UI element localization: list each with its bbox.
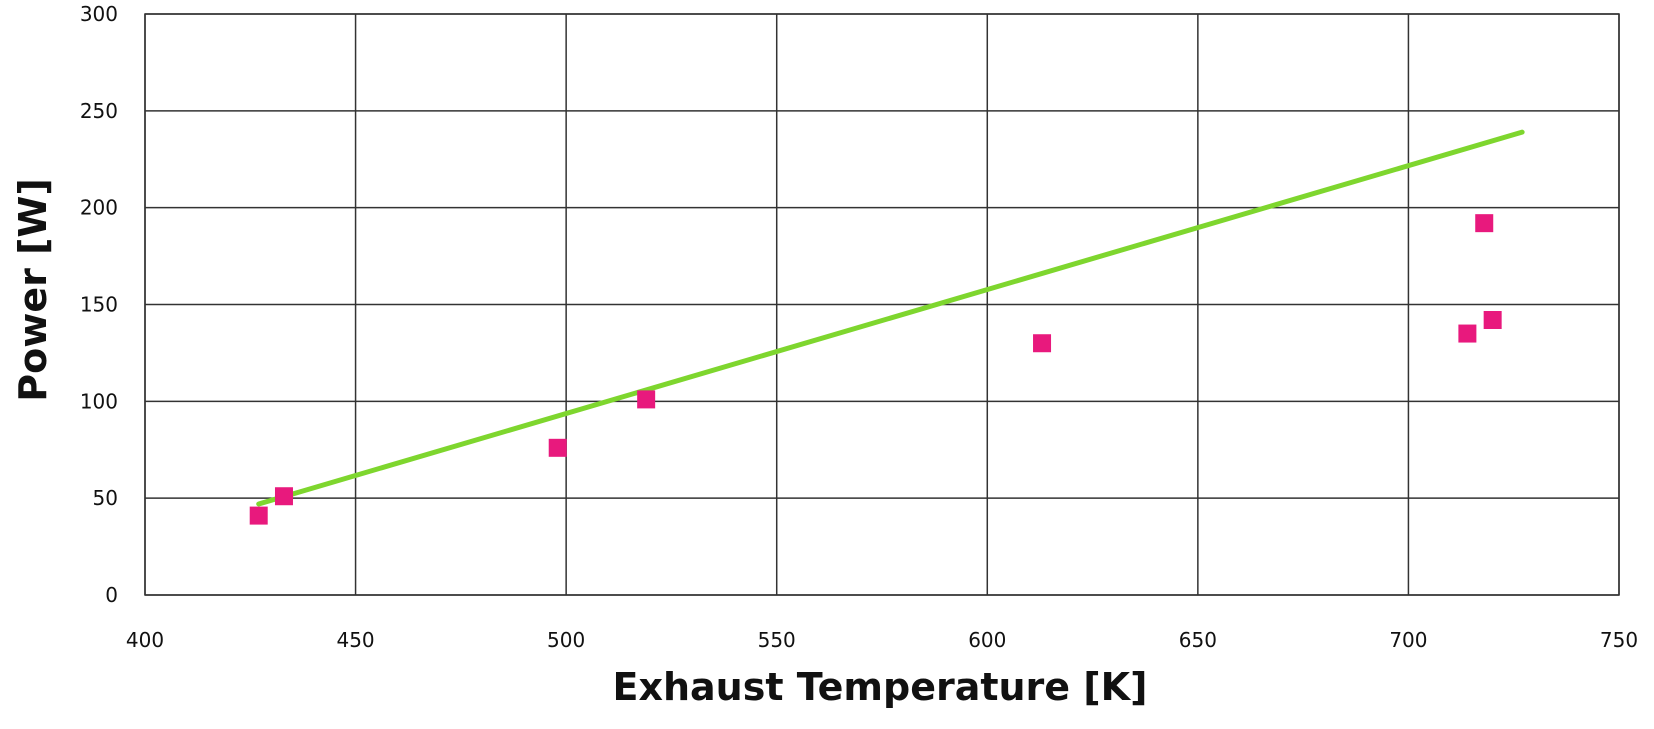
grid (144, 13, 1620, 596)
y-tick-label: 150 (80, 293, 118, 317)
data-point-marker (1483, 310, 1502, 329)
y-axis-ticks: 0 50 100 150 200 250 300 (80, 2, 118, 607)
plot-area-frame (144, 13, 1620, 596)
x-axis-title: Exhaust Temperature [K] (613, 665, 1148, 709)
data-point-marker (1458, 324, 1477, 343)
y-tick-label: 0 (105, 583, 118, 607)
y-tick-label: 50 (93, 486, 118, 510)
x-tick-label: 700 (1389, 628, 1427, 652)
y-axis-title: Power [W] (11, 178, 55, 401)
series-layer (249, 129, 1525, 525)
data-point-marker (249, 506, 268, 525)
data-point-marker (1475, 214, 1494, 233)
data-point-marker (548, 438, 567, 457)
x-tick-label: 650 (1179, 628, 1217, 652)
y-tick-label: 300 (80, 2, 118, 26)
data-point-marker (274, 487, 293, 506)
trend-line (256, 129, 1525, 507)
data-point-marker (637, 390, 656, 409)
x-tick-label: 400 (126, 628, 164, 652)
x-tick-label: 750 (1600, 628, 1638, 652)
y-tick-label: 200 (80, 196, 118, 220)
x-axis-ticks: 400 450 500 550 600 650 700 750 (126, 628, 1638, 652)
y-tick-label: 100 (80, 389, 118, 413)
y-tick-label: 250 (80, 99, 118, 123)
x-tick-label: 600 (968, 628, 1006, 652)
x-tick-label: 450 (336, 628, 374, 652)
x-tick-label: 500 (547, 628, 585, 652)
data-point-marker (1033, 334, 1052, 353)
x-tick-label: 550 (758, 628, 796, 652)
